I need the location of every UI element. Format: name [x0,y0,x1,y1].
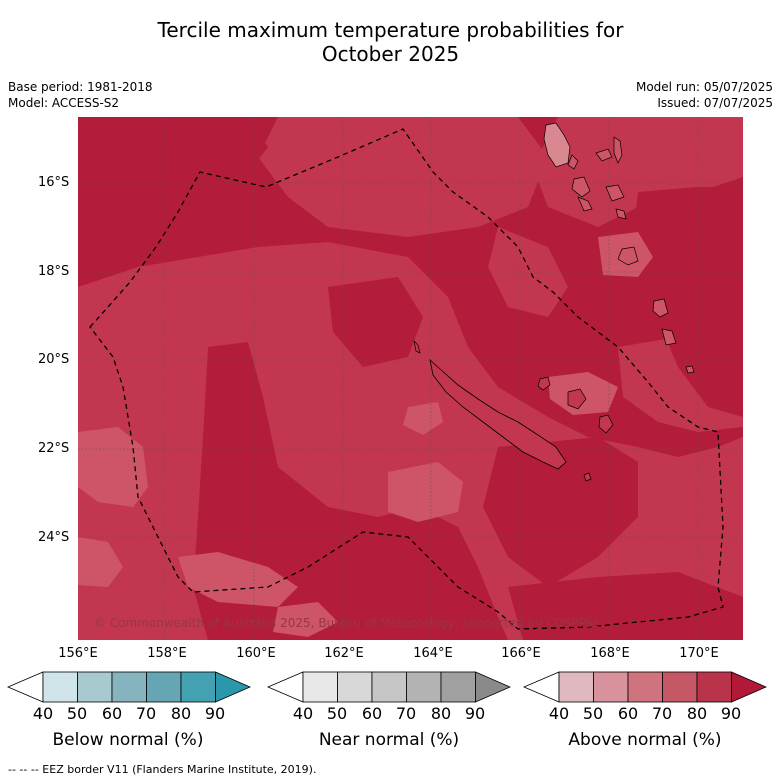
cb-above-tick-80: 80 [686,704,708,723]
lon-label-166e: 166°E [501,646,541,661]
cb-below-tick-80: 80 [170,704,192,723]
cb-below-tick-60: 60 [101,704,123,723]
cb-below-tick-90: 90 [204,704,226,723]
cb-near-tick-80: 80 [430,704,452,723]
copyright-text: © Commonwealth of Australia 2025, Bureau… [94,616,599,630]
issued-date: Issued: 07/07/2025 [657,96,773,110]
title-line-2: October 2025 [321,42,460,66]
cb-below-tick-40: 40 [32,704,54,723]
colorbar-segment [371,671,407,703]
cb-near-tick-50: 50 [326,704,348,723]
lat-label-16s: 16°S [38,175,70,190]
colorbar-above-segments [522,671,768,703]
chart-title: Tercile maximum temperature probabilitie… [0,18,781,66]
loyalty-island-2 [567,388,587,410]
map-panel: © Commonwealth of Australia 2025, Bureau… [78,117,743,640]
colorbar-near-segments [266,671,512,703]
cb-near-tick-70: 70 [395,704,417,723]
cb-above-tick-40: 40 [548,704,570,723]
lat-label-18s: 18°S [38,264,70,279]
loyalty-island-1 [537,376,551,391]
probability-contours-80-90 [78,117,743,640]
lon-label-156e: 156°E [58,646,98,661]
loyalty-island-3 [598,414,614,434]
colorbar-segment [696,671,732,703]
colorbar-arrow-high [731,671,768,703]
colorbar-segment [558,671,594,703]
graticule [78,117,743,640]
lon-label-168e: 168°E [590,646,630,661]
colorbar-near-normal [266,671,512,703]
meta-right: Model run: 05/07/2025 Issued: 07/07/2025 [636,79,773,111]
colorbar-arrow-low [522,671,560,703]
cb-near-tick-40: 40 [292,704,314,723]
colorbar-segment [77,671,113,703]
eez-border [89,128,724,630]
colorbar-segment [406,671,442,703]
cb-above-tick-50: 50 [582,704,604,723]
colorbar-segment [146,671,182,703]
cb-near-title: Near normal (%) [318,730,460,750]
colorbar-segment [302,671,338,703]
lon-label-158e: 158°E [147,646,187,661]
colorbar-segment [111,671,147,703]
meta-left: Base period: 1981-2018 Model: ACCESS-S2 [8,79,153,111]
colorbar-arrow-low [266,671,304,703]
new-caledonia-north-islet [413,339,421,354]
eez-footer-note: -- -- -- EEZ border V11 (Flanders Marine… [8,763,317,776]
colorbar-arrow-high [475,671,512,703]
vanuatu-islands [543,122,695,374]
cb-below-tick-50: 50 [66,704,88,723]
colorbar-segment [42,671,78,703]
cb-above-tick-90: 90 [720,704,742,723]
title-line-1: Tercile maximum temperature probabilitie… [157,18,624,42]
cb-above-title: Above normal (%) [568,730,722,750]
colorbar-segment [593,671,629,703]
colorbar-arrow-high [215,671,252,703]
colorbar-segment [337,671,373,703]
cb-below-tick-70: 70 [135,704,157,723]
lon-label-162e: 162°E [324,646,364,661]
lon-label-160e: 160°E [236,646,276,661]
colorbar-segment [440,671,476,703]
model-run: Model run: 05/07/2025 [635,80,773,94]
lat-label-22s: 22°S [38,441,70,456]
colorbar-segment [662,671,698,703]
model-name: Model: ACCESS-S2 [8,96,120,110]
lat-label-20s: 20°S [38,352,70,367]
cb-near-tick-90: 90 [464,704,486,723]
colorbar-arrow-low [6,671,44,703]
cb-above-tick-70: 70 [651,704,673,723]
cb-below-title: Below normal (%) [52,730,204,750]
cb-near-tick-60: 60 [361,704,383,723]
colorbar-above-normal [522,671,768,703]
lat-label-24s: 24°S [38,530,70,545]
new-caledonia-island [429,358,567,470]
colorbar-segment [180,671,216,703]
isle-of-pines [583,472,592,482]
colorbar-below-normal [6,671,252,703]
lon-label-170e: 170°E [679,646,719,661]
base-period: Base period: 1981-2018 [8,80,153,94]
cb-above-tick-60: 60 [617,704,639,723]
lon-label-164e: 164°E [413,646,453,661]
colorbar-below-segments [6,671,252,703]
colorbar-segment [627,671,663,703]
